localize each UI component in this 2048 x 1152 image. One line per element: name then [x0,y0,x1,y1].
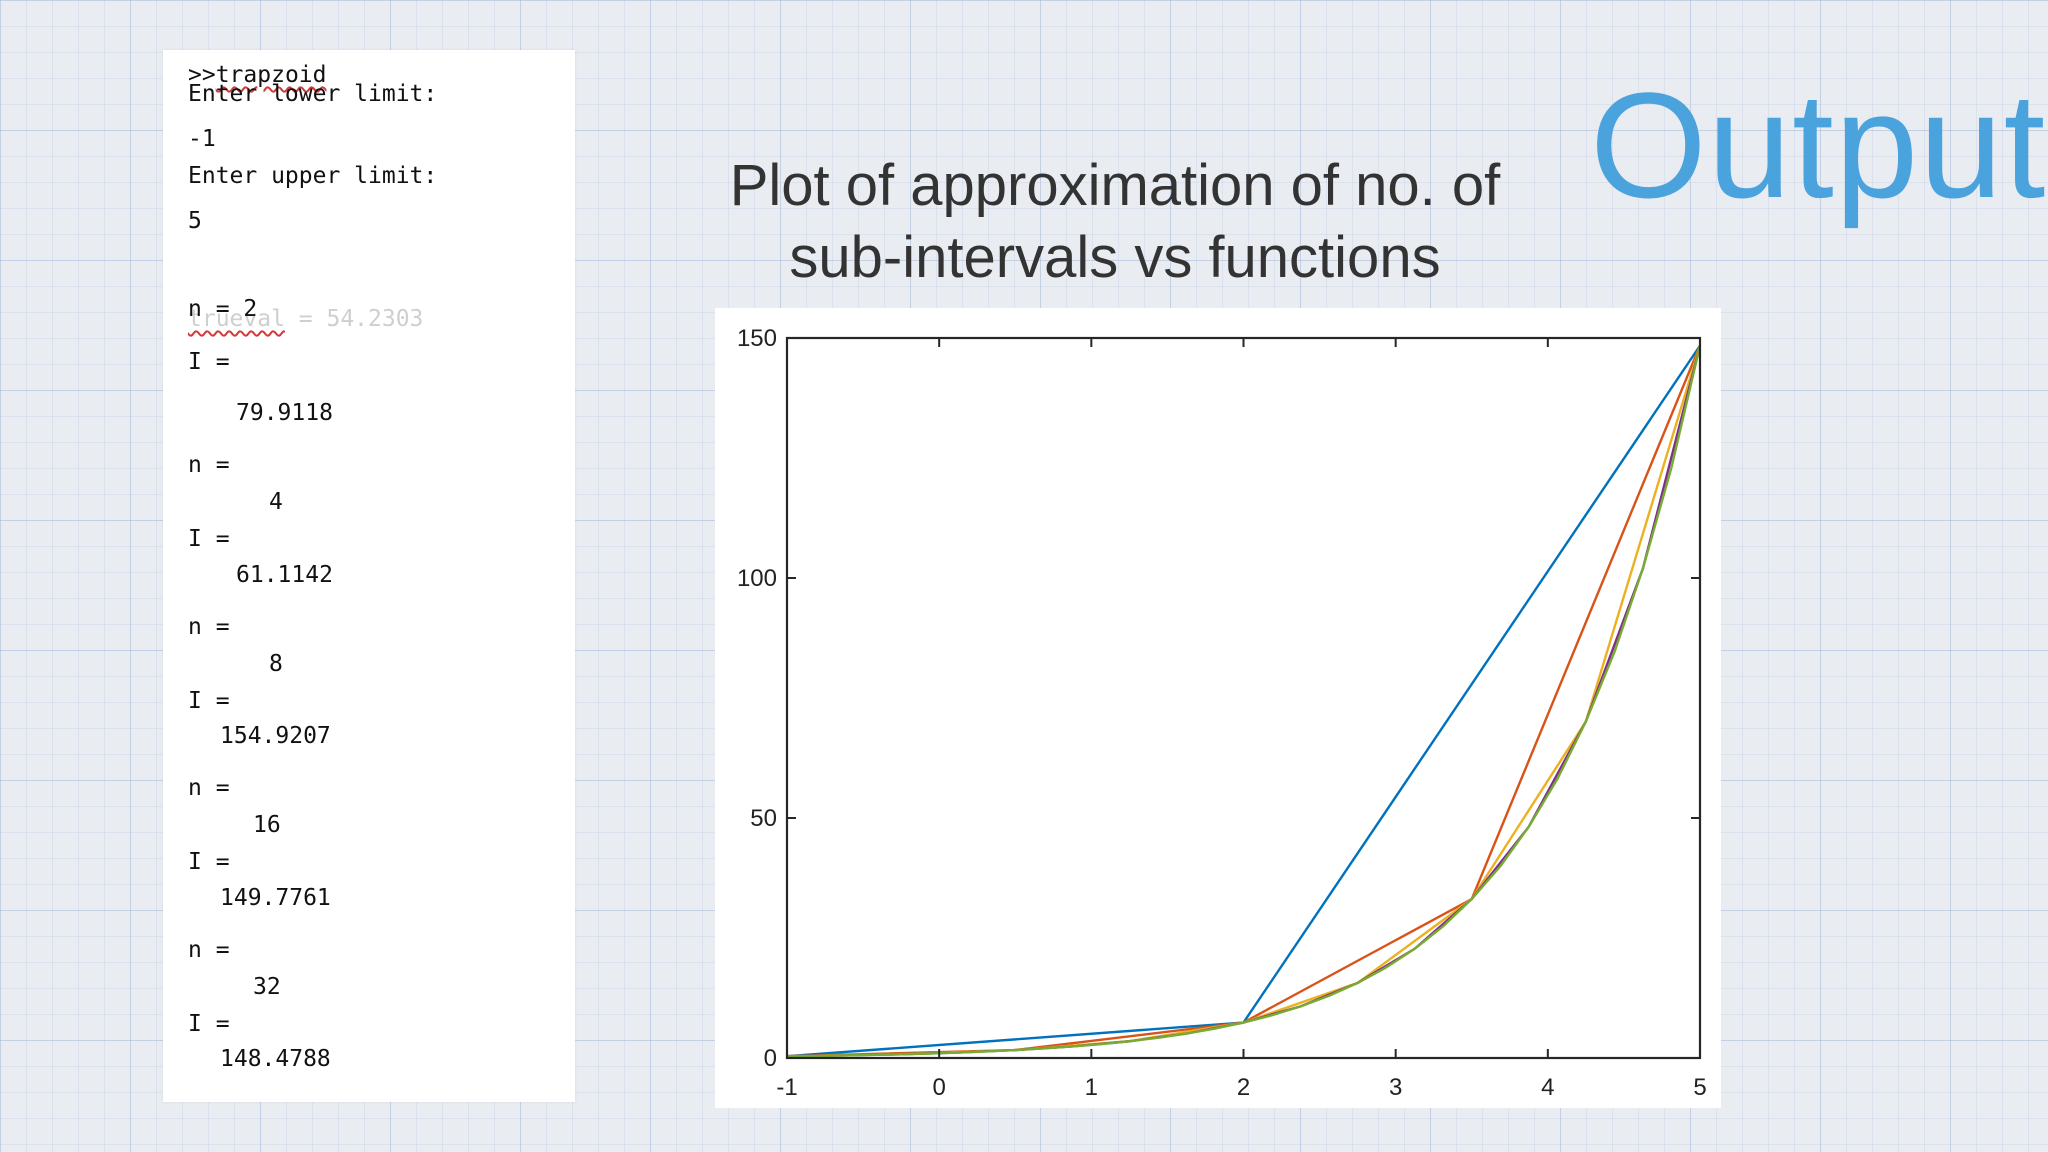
console-line: 16 [253,812,281,838]
console-line: 8 [269,651,283,677]
series-lines [786,344,1702,1058]
faded-value: = 54.2303 [284,306,424,332]
axis-ticks [786,337,1701,1059]
console-line: I = [188,688,230,714]
console-line: I = [188,526,230,552]
series-line-4 [786,345,1702,1058]
faded-var: trueval [188,306,285,332]
series-line-3 [786,345,1702,1058]
console-line: 5 [188,208,202,234]
console-line: n = [188,937,230,963]
chart-title: Plot of approximation of no. of sub-inte… [729,153,1501,290]
slide-title: Output [1590,61,2047,229]
console-line: 154.9207 [220,723,331,749]
plot-card: -1 0 1 2 3 4 5 0 50 100 150 [715,308,1721,1108]
console-line: n = [188,452,230,478]
console-line: 79.9118 [236,400,333,426]
console-line: 61.1142 [236,562,333,588]
console-line: 149.7761 [220,885,331,911]
console-line: -1 [188,126,216,152]
series-line-5 [786,345,1702,1058]
console-line: n = 2 [188,296,258,322]
x-tick-label: -1 [776,1074,797,1101]
console-line: Enter upper limit: [188,163,438,189]
console-line: n = [188,775,230,801]
console-output: >>trapzoid trueval = 54.2303 Enter lower… [163,50,575,1102]
console-line: n = [188,614,230,640]
x-tick-label: 1 [1085,1074,1098,1101]
faded-line: trueval = 54.2303 [188,306,423,332]
series-line-2 [786,345,1702,1058]
prompt: >> [188,62,216,88]
command-line: >>trapzoid [188,62,326,88]
series-line-1 [786,344,1701,1058]
console-line: 4 [269,489,283,515]
x-tick-label: 5 [1693,1074,1706,1101]
console-line: Enter lower limit: [188,81,438,107]
x-tick-label: 4 [1541,1074,1554,1101]
x-tick-label: 0 [932,1074,945,1101]
console-line: I = [188,1011,230,1037]
y-tick-label: 150 [737,325,777,352]
axes-box [785,336,1702,1060]
console-line: I = [188,349,230,375]
y-tick-label: 100 [737,565,777,592]
console-line: 32 [253,974,281,1000]
console-line: 148.4788 [220,1046,331,1072]
x-tick-label: 3 [1389,1074,1402,1101]
y-tick-label: 50 [750,805,777,832]
x-tick-label: 2 [1237,1074,1250,1101]
command-text: trapzoid [215,62,327,88]
y-tick-label: 0 [764,1045,777,1072]
console-line: I = [188,849,230,875]
